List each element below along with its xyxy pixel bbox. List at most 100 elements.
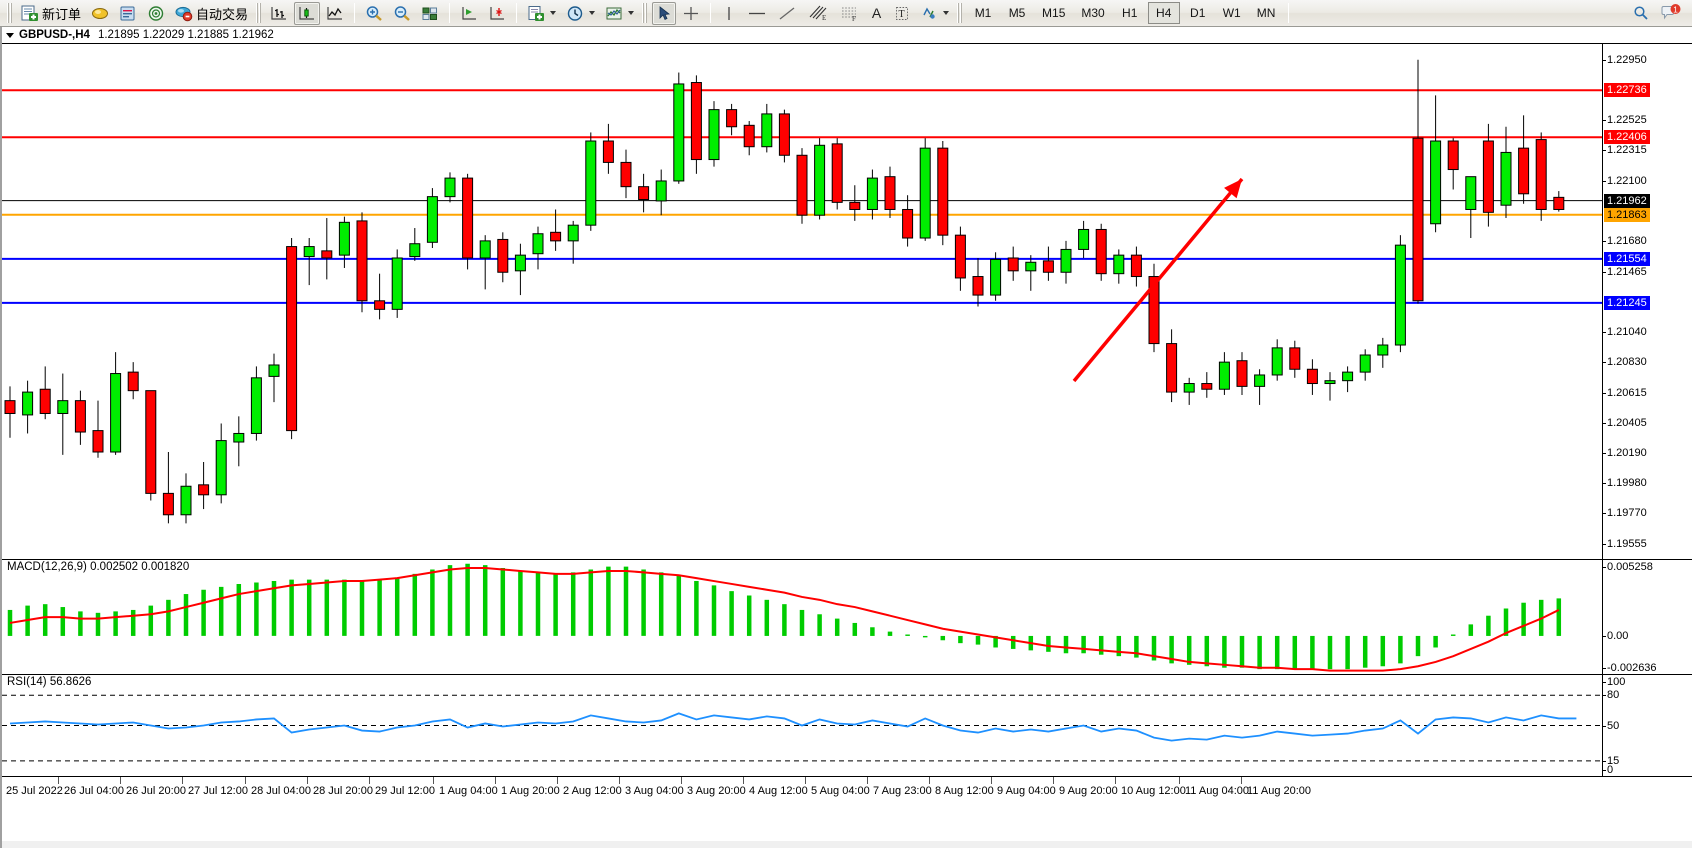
price-axis[interactable]: 1.22950 1.22525 1.22315 1.22100 1.21680 1.214… — [1602, 44, 1692, 559]
candle — [778, 109, 790, 163]
candle — [497, 232, 509, 283]
price-tag[interactable]: 1.21245 — [1604, 295, 1650, 310]
candle — [585, 132, 597, 231]
candle — [866, 169, 878, 220]
price-tick: 1.22315 — [1602, 144, 1647, 157]
candle — [514, 243, 526, 296]
timeframe-d1[interactable]: D1 — [1190, 6, 1206, 20]
time-label: 8 Aug 12:00 — [935, 785, 994, 797]
candle — [849, 185, 861, 221]
zoom-out-button[interactable] — [389, 2, 415, 25]
expert-advisors-icon — [92, 7, 109, 19]
candle — [1359, 349, 1371, 381]
timeframe-h1[interactable]: H1 — [1122, 6, 1138, 20]
expert-advisors-button[interactable] — [87, 2, 113, 25]
indicators-button[interactable] — [601, 2, 638, 25]
equidistant-channel-button[interactable]: E — [803, 2, 833, 25]
price-plot[interactable] — [2, 44, 1602, 559]
chevron-down-icon-3[interactable] — [628, 11, 635, 15]
candle — [1412, 59, 1424, 304]
cursor-button[interactable] — [652, 1, 677, 25]
timeframe-h4[interactable]: H4 — [1147, 2, 1180, 24]
timeframe-mn[interactable]: MN — [1256, 6, 1276, 20]
candlestick-svg — [2, 59, 1602, 524]
candle — [1095, 223, 1107, 281]
candlestick-chart-icon — [299, 6, 315, 20]
timeframe-m30[interactable]: M30 — [1081, 6, 1105, 20]
price-tag[interactable]: 1.21863 — [1604, 207, 1650, 222]
toolbar-separator-5 — [1288, 3, 1290, 23]
time-tick — [929, 777, 930, 784]
templates-button[interactable] — [523, 2, 560, 25]
timeframe-m5[interactable]: M5 — [1008, 6, 1026, 20]
candle — [356, 212, 368, 313]
line-chart-button[interactable] — [322, 2, 348, 25]
zoom-in-icon — [366, 5, 382, 21]
navigator-button[interactable] — [143, 2, 169, 25]
price-tag[interactable]: 1.22406 — [1604, 130, 1650, 145]
candle — [374, 273, 386, 320]
time-tick — [805, 777, 806, 784]
timeframe-w1[interactable]: W1 — [1222, 6, 1241, 20]
text-button[interactable]: A — [871, 5, 882, 21]
candle — [972, 257, 984, 307]
data-window-button[interactable] — [115, 2, 141, 25]
chart-shift-button[interactable] — [456, 2, 482, 25]
crosshair-button[interactable] — [678, 2, 704, 25]
price-pane[interactable]: 1.22950 1.22525 1.22315 1.22100 1.21680 1.214… — [2, 44, 1692, 559]
candle — [1042, 246, 1054, 281]
tile-windows-button[interactable] — [417, 2, 443, 25]
new-order-button[interactable]: 新订单 — [17, 2, 85, 25]
candle — [1113, 249, 1125, 284]
chevron-down-icon-4[interactable] — [943, 11, 950, 15]
toolbar-grip-4[interactable] — [957, 3, 964, 23]
fibonacci-button[interactable]: F — [835, 2, 863, 25]
bar-chart-button[interactable] — [266, 2, 292, 25]
auto-scroll-button[interactable] — [484, 2, 510, 25]
price-tick: 1.21680 — [1602, 234, 1647, 247]
rsi-plot[interactable] — [2, 675, 1602, 776]
candle — [726, 103, 738, 136]
macd-axis[interactable]: 0.005258 0.00 -0.002636 — [1601, 560, 1692, 674]
timeframe-m15[interactable]: M15 — [1042, 6, 1066, 20]
toolbar-grip-3[interactable] — [642, 3, 649, 23]
horizontal-line-button[interactable] — [743, 2, 771, 25]
trendline-button[interactable] — [773, 2, 801, 25]
chevron-down-icon-2[interactable] — [589, 11, 596, 15]
price-tag[interactable]: 1.21962 — [1604, 193, 1650, 208]
macd-plot[interactable] — [2, 560, 1602, 674]
chevron-down-icon[interactable] — [550, 11, 557, 15]
toolbar-grip-2[interactable] — [256, 3, 263, 23]
candle — [690, 75, 702, 174]
timeframe-m1[interactable]: M1 — [974, 6, 992, 20]
auto-trading-button[interactable]: 自动交易 — [171, 2, 252, 25]
chart-window[interactable]: GBPUSD-,H4 1.21895 1.22029 1.21885 1.219… — [0, 27, 1692, 848]
chart-menu-icon[interactable] — [6, 32, 14, 38]
candle — [620, 149, 632, 199]
objects-button[interactable] — [916, 2, 953, 25]
toolbar-grip[interactable] — [7, 3, 13, 23]
price-tick: 1.19980 — [1602, 477, 1647, 490]
vertical-line-button[interactable] — [717, 2, 741, 25]
candle — [673, 72, 685, 184]
candle — [743, 121, 755, 156]
new-order-icon — [21, 5, 38, 21]
candle — [1394, 235, 1406, 353]
text-label-button[interactable]: T — [890, 2, 914, 25]
rsi-axis[interactable]: 100 80 50 15 0 — [1601, 675, 1692, 776]
rsi-pane[interactable]: RSI(14) 56.8626 100 80 50 15 0 — [2, 674, 1692, 776]
candle — [1306, 359, 1318, 395]
svg-text:E: E — [822, 14, 826, 22]
svg-text:T: T — [899, 9, 905, 20]
candlestick-chart-button[interactable] — [294, 1, 321, 25]
horizontal-line-icon — [749, 12, 766, 14]
zoom-in-button[interactable] — [361, 2, 387, 25]
search-button[interactable] — [1628, 2, 1654, 25]
period-button[interactable] — [562, 2, 599, 25]
price-tag[interactable]: 1.21554 — [1604, 251, 1650, 266]
rsi-svg — [2, 694, 1602, 762]
price-tag[interactable]: 1.22736 — [1604, 83, 1650, 98]
macd-pane[interactable]: MACD(12,26,9) 0.002502 0.001820 0.005258… — [2, 559, 1692, 674]
notifications-button[interactable]: 1 — [1656, 2, 1686, 25]
time-axis[interactable]: 25 Jul 2022 26 Jul 04:00 26 Jul 20:00 27 Ju… — [2, 776, 1692, 841]
